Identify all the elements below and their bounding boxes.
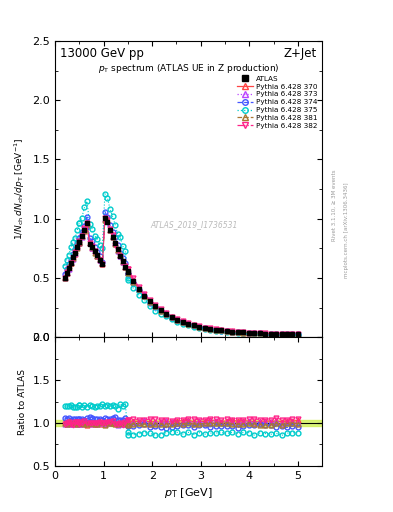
Text: ATLAS_2019_I1736531: ATLAS_2019_I1736531 bbox=[150, 220, 238, 229]
Bar bbox=[55, 420, 322, 425]
Text: mcplots.cern.ch [arXiv:1306.3436]: mcplots.cern.ch [arXiv:1306.3436] bbox=[344, 183, 349, 278]
Text: Rivet 3.1.10, ≥ 3M events: Rivet 3.1.10, ≥ 3M events bbox=[332, 169, 337, 241]
Text: Z+Jet: Z+Jet bbox=[284, 47, 317, 60]
Y-axis label: $1/N_\mathrm{ch}\,dN_\mathrm{ch}/dp_\mathrm{T}\;[\mathrm{GeV}^{-1}]$: $1/N_\mathrm{ch}\,dN_\mathrm{ch}/dp_\mat… bbox=[13, 138, 27, 240]
X-axis label: $p_\mathrm{T}$ [GeV]: $p_\mathrm{T}$ [GeV] bbox=[164, 486, 213, 500]
Legend: ATLAS, Pythia 6.428 370, Pythia 6.428 373, Pythia 6.428 374, Pythia 6.428 375, P: ATLAS, Pythia 6.428 370, Pythia 6.428 37… bbox=[235, 74, 319, 130]
Y-axis label: Ratio to ATLAS: Ratio to ATLAS bbox=[18, 369, 27, 435]
Text: $p_\mathrm{T}$ spectrum (ATLAS UE in Z production): $p_\mathrm{T}$ spectrum (ATLAS UE in Z p… bbox=[98, 61, 279, 75]
Text: 13000 GeV pp: 13000 GeV pp bbox=[61, 47, 144, 60]
